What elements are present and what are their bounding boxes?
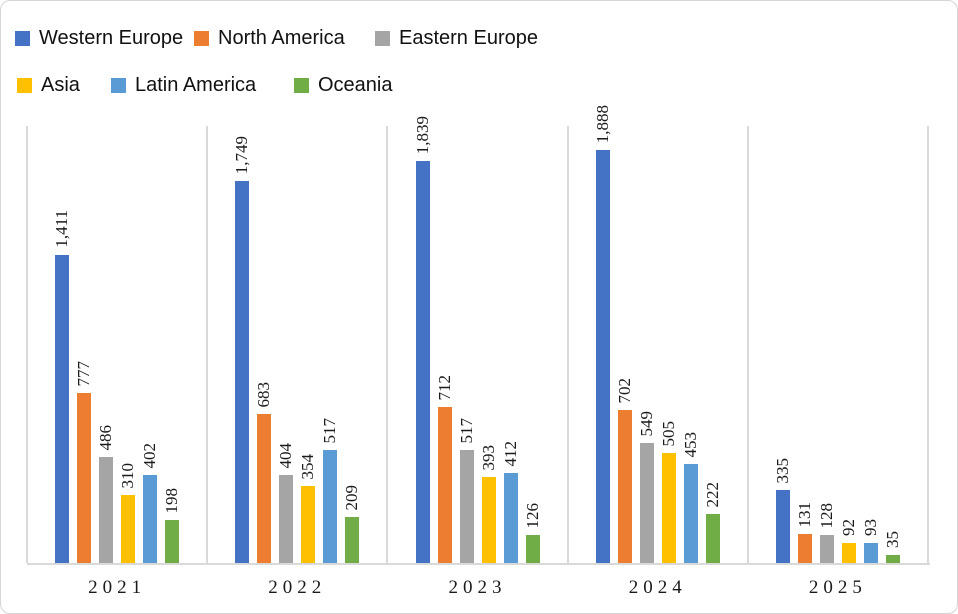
data-label: 1,411 [52, 210, 71, 248]
bar-oceania-2024 [706, 514, 720, 563]
data-label: 1,888 [593, 104, 612, 143]
bar-oceania-2022 [345, 517, 359, 563]
data-label: 404 [276, 442, 295, 469]
bar-north-america-2023 [438, 407, 452, 563]
bar-oceania-2025 [886, 555, 900, 563]
plot-border [927, 126, 929, 563]
data-label: 683 [254, 381, 273, 408]
bar-eastern-europe-2023 [460, 450, 474, 563]
plot-border [26, 126, 28, 563]
data-label: 310 [118, 462, 137, 489]
bar-western-europe-2025 [776, 490, 790, 563]
data-label: 1,749 [232, 135, 251, 174]
data-label: 126 [523, 502, 542, 529]
data-label: 198 [162, 487, 181, 514]
bar-western-europe-2023 [416, 161, 430, 563]
data-label: 505 [659, 420, 678, 447]
legend-swatch [111, 77, 126, 93]
legend-label: Asia [41, 74, 80, 96]
data-label: 1,839 [413, 115, 432, 154]
bar-latin-america-2024 [684, 464, 698, 563]
bar-asia-2021 [121, 495, 135, 563]
bar-asia-2023 [482, 477, 496, 563]
data-label: 486 [96, 424, 115, 451]
x-axis-label-2022: 2022 [268, 577, 327, 598]
bar-latin-america-2023 [504, 473, 518, 563]
legend-swatch [194, 30, 209, 46]
bar-eastern-europe-2022 [279, 475, 293, 563]
data-label: 393 [479, 444, 498, 471]
bar-eastern-europe-2021 [99, 457, 113, 563]
x-axis-label-2023: 2023 [448, 577, 507, 598]
bar-latin-america-2025 [864, 543, 878, 563]
bar-asia-2025 [842, 543, 856, 563]
data-label: 402 [140, 442, 159, 469]
bar-asia-2022 [301, 486, 315, 563]
x-axis-label-2025: 2025 [808, 577, 867, 598]
data-label: 412 [501, 440, 520, 467]
data-label: 222 [703, 481, 722, 508]
x-axis-label-2021: 2021 [88, 577, 147, 598]
data-label: 777 [74, 360, 93, 387]
data-label: 712 [435, 374, 454, 401]
bar-north-america-2022 [257, 414, 271, 563]
data-label: 517 [457, 417, 476, 444]
bar-eastern-europe-2025 [820, 535, 834, 563]
legend-item-north-america: North America [194, 27, 345, 49]
bar-latin-america-2021 [143, 475, 157, 563]
legend-swatch [294, 77, 309, 93]
data-label: 517 [320, 417, 339, 444]
bar-oceania-2023 [526, 535, 540, 563]
bar-latin-america-2022 [323, 450, 337, 563]
data-label: 335 [773, 457, 792, 484]
legend-item-latin-america: Latin America [111, 74, 256, 96]
bar-western-europe-2024 [596, 150, 610, 563]
category-divider [386, 126, 389, 563]
legend-label: Oceania [318, 74, 393, 96]
category-divider [746, 126, 749, 563]
bar-north-america-2024 [618, 410, 632, 563]
data-label: 549 [637, 410, 656, 437]
bar-western-europe-2021 [55, 255, 69, 563]
data-label: 128 [817, 502, 836, 529]
category-divider [206, 126, 209, 563]
bar-north-america-2021 [77, 393, 91, 563]
bar-north-america-2025 [798, 534, 812, 563]
legend-item-asia: Asia [17, 74, 80, 96]
legend-item-eastern-europe: Eastern Europe [375, 27, 538, 49]
x-axis-label-2024: 2024 [628, 577, 687, 598]
bar-asia-2024 [662, 453, 676, 563]
bar-eastern-europe-2024 [640, 443, 654, 563]
legend-label: Eastern Europe [399, 27, 538, 49]
data-label: 131 [795, 501, 814, 528]
bar-oceania-2021 [165, 520, 179, 563]
data-label: 453 [681, 431, 700, 458]
legend-swatch [375, 30, 390, 46]
legend-swatch [17, 77, 32, 93]
data-label: 702 [615, 377, 634, 404]
data-label: 93 [861, 519, 880, 536]
legend-label: North America [218, 27, 345, 49]
legend-label: Latin America [135, 74, 257, 96]
legend-item-oceania: Oceania [294, 74, 393, 96]
data-label: 354 [298, 453, 317, 480]
legend-swatch [15, 30, 30, 46]
legend-item-western-europe: Western Europe [15, 27, 183, 49]
bar-western-europe-2022 [235, 181, 249, 563]
legend-label: Western Europe [39, 27, 184, 49]
data-label: 92 [839, 519, 858, 536]
data-label: 35 [883, 531, 902, 548]
x-axis-line [27, 563, 930, 565]
data-label: 209 [342, 484, 361, 511]
category-divider [566, 126, 569, 563]
